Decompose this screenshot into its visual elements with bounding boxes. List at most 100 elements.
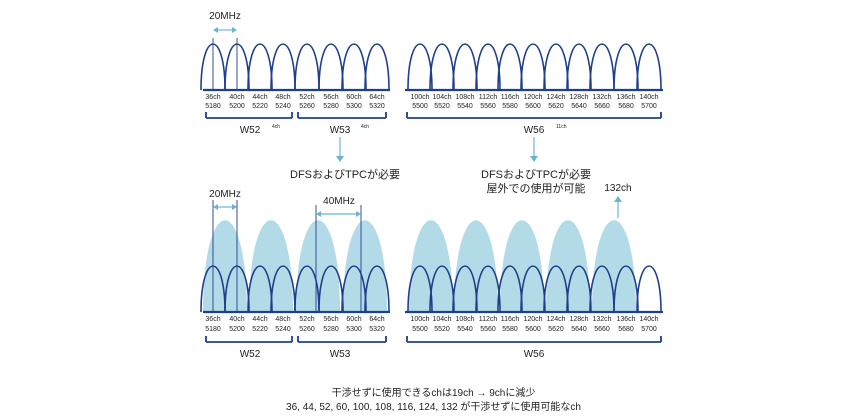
- top-frequency-label: 5600: [525, 103, 541, 110]
- top-channel-lobe: [429, 43, 455, 91]
- top-channel-lobe: [543, 43, 569, 91]
- bottom-channel-lobe: [636, 265, 662, 313]
- bottom-frequency-label: 5680: [618, 326, 634, 333]
- top-band-count-w52: 4ch: [272, 124, 280, 130]
- bottom-20mhz-label: 20MHz: [209, 189, 241, 200]
- bottom-40mhz-fill-lobe: [296, 220, 340, 312]
- top-channel-label: 44ch: [252, 94, 267, 101]
- top-channel-label: 64ch: [369, 94, 384, 101]
- bottom-channel-label: 52ch: [299, 316, 314, 323]
- top-channel-label: 128ch: [569, 94, 588, 101]
- bottom-frequency-label: 5240: [275, 326, 291, 333]
- bottom-frequency-label: 5540: [457, 326, 473, 333]
- dfs-tpc-note-w56: DFSおよびTPCが必要: [481, 167, 591, 181]
- bottom-frequency-label: 5320: [369, 326, 385, 333]
- bottom-20mhz-arrow-head-right: [232, 204, 237, 210]
- bottom-channel-lobe: [294, 265, 320, 313]
- top-band-count-w53: 4ch: [361, 124, 369, 130]
- top-frequency-label: 5520: [434, 103, 450, 110]
- bottom-frequency-label: 5220: [252, 326, 268, 333]
- top-frequency-label: 5200: [229, 103, 245, 110]
- bottom-frequency-label: 5180: [205, 326, 221, 333]
- top-width-arrow-head-left: [213, 27, 218, 33]
- footer-line-2: 36, 44, 52, 60, 100, 108, 116, 124, 132 …: [286, 402, 581, 413]
- bottom-channel-label: 56ch: [323, 316, 338, 323]
- bottom-132ch-arrow-head: [614, 196, 622, 202]
- top-channel-lobe: [318, 43, 344, 91]
- bottom-20mhz-arrow-head-left: [213, 204, 218, 210]
- top-width-label: 20MHz: [209, 11, 241, 22]
- dfs-tpc-note-w53: DFSおよびTPCが必要: [290, 167, 400, 181]
- bottom-channel-label: 108ch: [455, 316, 474, 323]
- top-channel-label: 140ch: [639, 94, 658, 101]
- bottom-channel-label: 132ch: [592, 316, 611, 323]
- bottom-40mhz-arrow-head-left: [316, 211, 321, 217]
- bottom-frequency-label: 5280: [323, 326, 339, 333]
- bottom-channel-label: 140ch: [639, 316, 658, 323]
- bottom-40mhz-fill-lobe: [592, 220, 636, 312]
- bottom-channel-label: 64ch: [369, 316, 384, 323]
- bottom-channel-label: 44ch: [252, 316, 267, 323]
- bottom-frequency-label: 5200: [229, 326, 245, 333]
- bottom-channel-label: 120ch: [523, 316, 542, 323]
- top-channel-label: 52ch: [299, 94, 314, 101]
- bottom-band-label-w53: W53: [330, 349, 351, 360]
- top-width-arrow-head-right: [232, 27, 237, 33]
- top-channel-label: 108ch: [455, 94, 474, 101]
- top-channel-lobe: [452, 43, 478, 91]
- bottom-channel-label: 100ch: [410, 316, 429, 323]
- top-channel-lobe: [566, 43, 592, 91]
- top-frequency-label: 5320: [369, 103, 385, 110]
- footer-line-1: 干渉せずに使用できるchは19ch → 9chに減少: [331, 388, 536, 399]
- bottom-band-label-w56: W56: [524, 349, 545, 360]
- top-band-label-w53: W53: [330, 125, 351, 136]
- bottom-frequency-label: 5560: [480, 326, 496, 333]
- bottom-40mhz-fill-lobe: [343, 220, 387, 312]
- top-channel-lobe: [294, 43, 320, 91]
- bottom-channel-label: 124ch: [546, 316, 565, 323]
- top-frequency-label: 5680: [618, 103, 634, 110]
- bottom-channel-label: 112ch: [479, 316, 498, 323]
- bottom-channel-label: 128ch: [569, 316, 588, 323]
- top-band-count-w56: 11ch: [556, 124, 567, 130]
- bottom-frequency-label: 5580: [502, 326, 518, 333]
- top-frequency-label: 5280: [323, 103, 339, 110]
- bottom-frequency-label: 5620: [548, 326, 564, 333]
- bottom-40mhz-label: 40MHz: [323, 196, 355, 207]
- bottom-channel-label: 60ch: [346, 316, 361, 323]
- bottom-channel-label: 116ch: [501, 316, 520, 323]
- bottom-frequency-label: 5660: [594, 326, 610, 333]
- top-channel-label: 104ch: [432, 94, 451, 101]
- bottom-40mhz-fill-lobe: [409, 220, 453, 312]
- top-frequency-label: 5540: [457, 103, 473, 110]
- bottom-frequency-label: 5300: [346, 326, 362, 333]
- top-channel-label: 132ch: [592, 94, 611, 101]
- top-frequency-label: 5700: [641, 103, 657, 110]
- top-channel-label: 112ch: [479, 94, 498, 101]
- top-frequency-label: 5300: [346, 103, 362, 110]
- top-channel-label: 124ch: [546, 94, 565, 101]
- bottom-channel-lobe: [270, 265, 296, 313]
- bottom-40mhz-arrow-head-right: [356, 211, 361, 217]
- top-band-label-w52: W52: [240, 125, 261, 136]
- bottom-frequency-label: 5500: [412, 326, 428, 333]
- top-channel-label: 136ch: [616, 94, 635, 101]
- top-channel-label: 36ch: [205, 94, 220, 101]
- top-w53-arrow-head: [336, 156, 344, 162]
- bottom-40mhz-fill-lobe: [203, 220, 247, 312]
- bottom-frequency-label: 5260: [299, 326, 315, 333]
- bottom-channel-label: 40ch: [229, 316, 244, 323]
- top-channel-label: 60ch: [346, 94, 361, 101]
- top-w56-arrow-head: [530, 156, 538, 162]
- top-band-label-w56: W56: [524, 125, 545, 136]
- top-frequency-label: 5220: [252, 103, 268, 110]
- bottom-40mhz-fill-lobe: [249, 220, 293, 312]
- bottom-40mhz-fill-lobe: [500, 220, 544, 312]
- bottom-frequency-label: 5520: [434, 326, 450, 333]
- top-frequency-label: 5580: [502, 103, 518, 110]
- top-frequency-label: 5180: [205, 103, 221, 110]
- top-frequency-label: 5620: [548, 103, 564, 110]
- top-channel-lobe: [613, 43, 639, 91]
- top-channel-label: 48ch: [275, 94, 290, 101]
- top-channel-lobe: [520, 43, 546, 91]
